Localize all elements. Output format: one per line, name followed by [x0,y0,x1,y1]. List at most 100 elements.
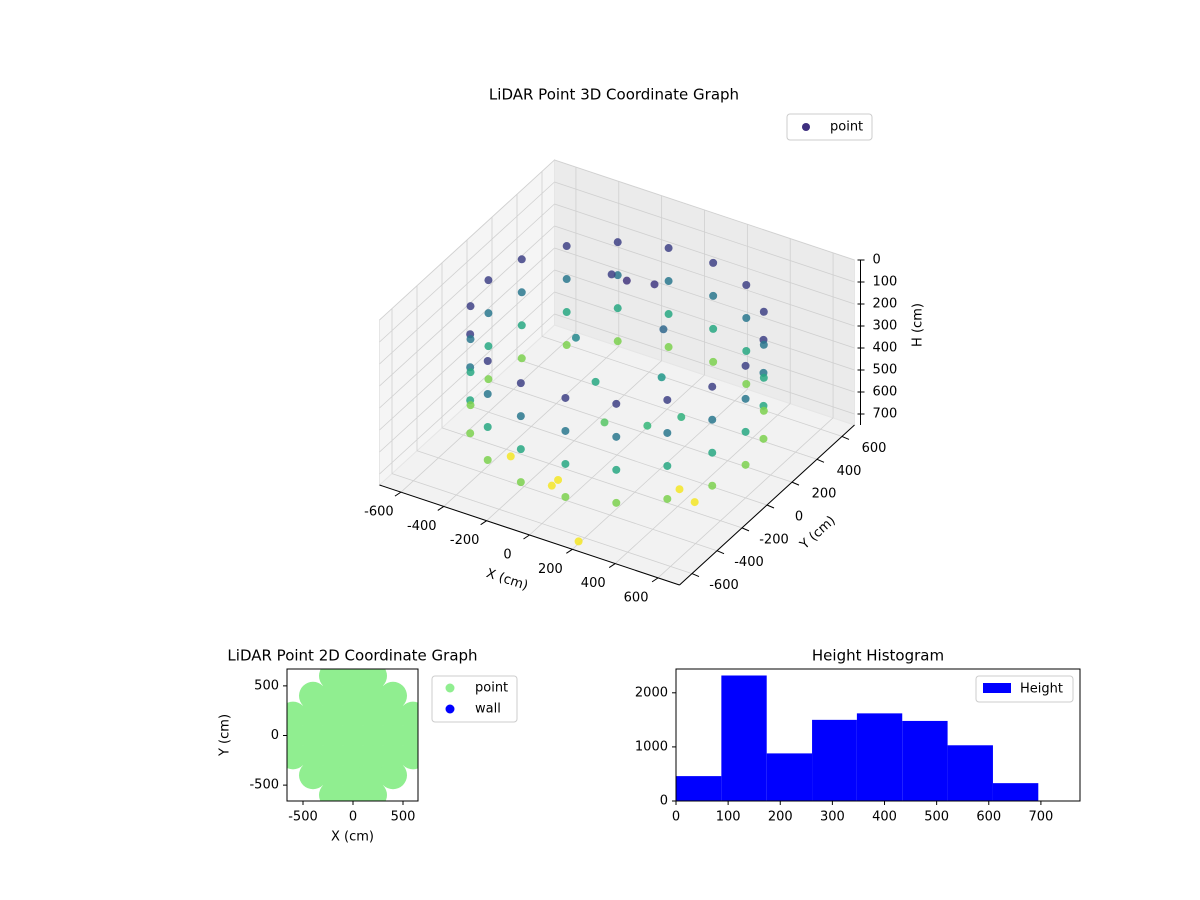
grid-line [554,269,855,371]
x-tick-label: 0 [503,548,511,563]
bar [856,713,903,801]
x-tick-label: 400 [581,576,606,591]
bar [902,720,948,801]
point [319,721,347,750]
x-tick [651,577,659,583]
point [742,347,751,355]
point [287,701,307,730]
x-tick-label: 300 [820,810,845,825]
y-tick-label: 0 [271,728,279,743]
legend-marker [445,683,455,693]
point [359,669,387,690]
point [663,494,672,503]
y-tick-label: -200 [759,532,789,547]
grid-line [441,427,743,529]
x-tick [394,491,402,497]
point [561,492,570,501]
point [571,333,580,342]
point [613,238,622,247]
point [759,373,768,382]
point [742,380,751,388]
y-tick-label: -600 [709,578,739,593]
point [516,478,525,487]
point [399,701,418,730]
grid-line [554,247,855,349]
point [613,337,622,346]
point [339,761,367,790]
grid-line [554,291,855,393]
legend-box [786,113,873,141]
point [663,428,672,437]
x-axis-label: X (cm) [484,566,530,594]
point [664,343,673,352]
grid-line [554,159,855,261]
point [299,761,327,790]
grid-line [516,358,818,460]
x-axis [379,484,680,586]
point [319,669,347,690]
point [517,354,526,363]
y-tick [791,481,800,486]
point [466,429,475,438]
point [562,275,571,284]
legend-marker [983,683,1011,693]
point [319,761,347,790]
x-tick-label: 0 [349,810,357,825]
x-tick-label: 700 [1028,810,1053,825]
point [643,421,652,430]
legend-label: wall [475,702,501,717]
point [299,701,327,730]
z-tick-label: 400 [873,341,898,356]
axes-frame [675,668,1081,802]
point [359,721,387,750]
point [612,432,621,441]
grid-line [379,313,555,475]
x-tick [437,506,445,511]
point [741,460,750,469]
point [562,242,571,251]
point [664,310,673,319]
z-tick-label: 0 [873,253,881,268]
bar [947,745,993,801]
point [561,393,570,402]
point [664,244,673,253]
point [708,382,717,391]
point [359,741,387,770]
point [650,280,659,289]
grid-line [541,336,843,437]
grid-line [379,159,555,321]
grid-line [379,203,555,365]
grid-line [379,181,555,343]
y-tick-label: 400 [837,464,862,479]
point [612,498,621,507]
legend-label: point [475,681,508,696]
grid-line [554,181,855,283]
point [379,761,407,790]
point [516,412,525,421]
point [759,406,768,415]
point [379,721,407,750]
point [690,498,699,507]
point [466,368,475,377]
point [708,481,717,490]
plot-area [287,669,418,801]
legend-label: Height [1020,682,1063,697]
point [741,361,750,370]
grid-line [554,203,855,305]
point [484,342,493,351]
point [484,276,493,285]
point [379,681,407,710]
y-axis [679,424,855,586]
point [591,377,600,386]
chart-title: LiDAR Point 2D Coordinate Graph [227,647,477,665]
point [483,357,492,365]
point [561,459,570,468]
x-tick-label: 200 [538,562,563,577]
x-tick-label: -500 [288,810,318,825]
bar [812,719,857,801]
point [657,373,666,382]
y-tick [741,527,750,532]
point [379,741,407,770]
y-tick [766,504,775,509]
grid-line [379,269,555,431]
